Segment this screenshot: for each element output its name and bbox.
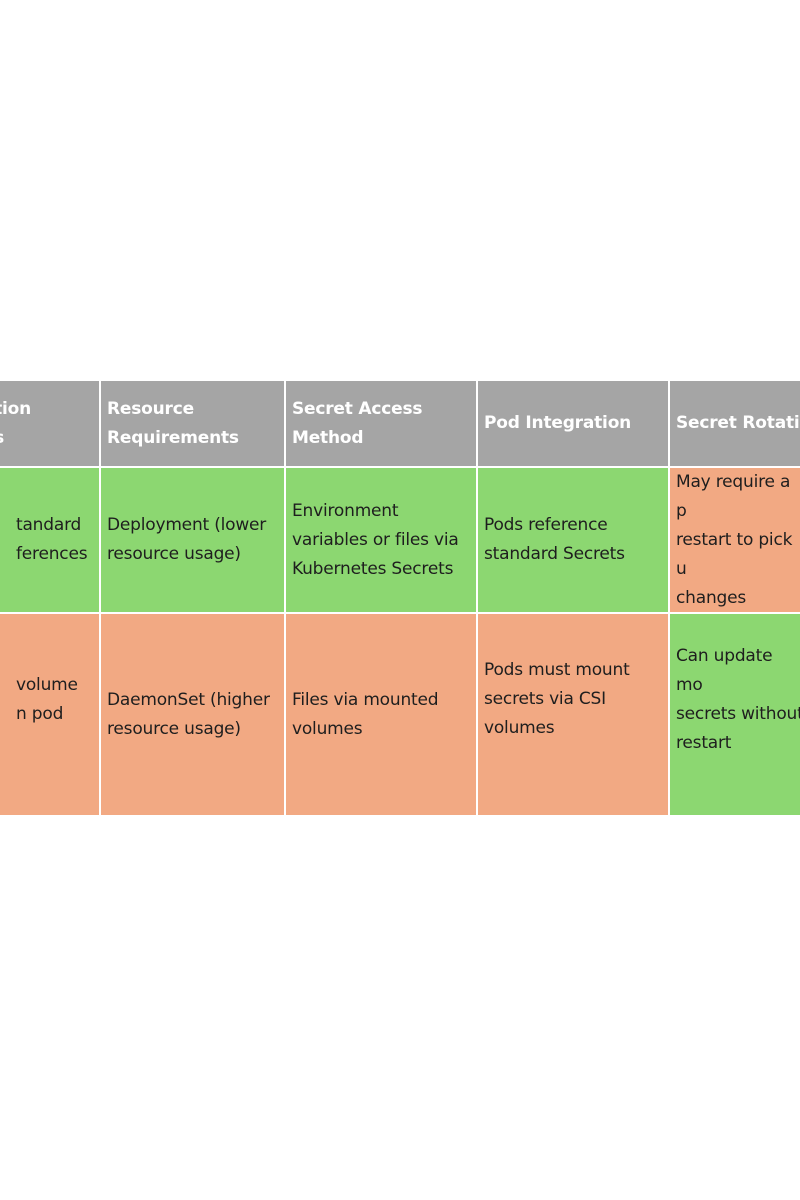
header-cell-pod-integration: Pod Integration (478, 381, 668, 466)
row-1-cell-2-text: Deployment (lower resource usage) (107, 515, 267, 564)
row-2-cell-5-text: Can update mo secrets without restart (676, 645, 800, 753)
row-1-cell-1-text: tandard ferences (16, 515, 88, 564)
table-row-1-cell-1: tandard ferences (0, 468, 99, 612)
row-2-cell-1-text: volume n pod (16, 674, 78, 724)
table-row-1-cell-5: May require a p restart to pick u change… (670, 468, 800, 612)
table-row-2-cell-2: DaemonSet (higher resource usage) (101, 614, 284, 815)
table-row-2-cell-5: Can update mo secrets without restart (670, 614, 800, 815)
header-cell-integration: tion s (0, 381, 99, 466)
row-2-cell-2-text: DaemonSet (higher resource usage) (107, 689, 270, 739)
row-1-cell-4-text: Pods reference standard Secrets (484, 515, 625, 564)
header-resource-requirements-label: Resource Requirements (107, 398, 239, 448)
header-secret-access-method-label: Secret Access Method (292, 398, 423, 448)
header-integration-label: tion s (0, 398, 31, 448)
header-cell-secret-access-method: Secret Access Method (286, 381, 476, 466)
table-row-1-cell-2: Deployment (lower resource usage) (101, 468, 284, 612)
header-cell-resource-requirements: Resource Requirements (101, 381, 284, 466)
table-row-1-cell-3: Environment variables or files via Kuber… (286, 468, 476, 612)
row-2-cell-4-text: Pods must mount secrets via CSI volumes (484, 660, 630, 738)
row-2-cell-3-text: Files via mounted volumes (292, 689, 439, 739)
table-row-2-cell-3: Files via mounted volumes (286, 614, 476, 815)
header-secret-rotation-label: Secret Rotatio (676, 413, 800, 433)
table-row-1-cell-4: Pods reference standard Secrets (478, 468, 668, 612)
row-1-cell-5-text: May require a p restart to pick u change… (676, 471, 793, 608)
header-cell-secret-rotation: Secret Rotatio (670, 381, 800, 466)
row-1-cell-3-text: Environment variables or files via Kuber… (292, 500, 459, 579)
table-row-2-cell-4: Pods must mount secrets via CSI volumes (478, 614, 668, 815)
header-pod-integration-label: Pod Integration (484, 413, 632, 433)
table-row-2-cell-1: volume n pod (0, 614, 99, 815)
